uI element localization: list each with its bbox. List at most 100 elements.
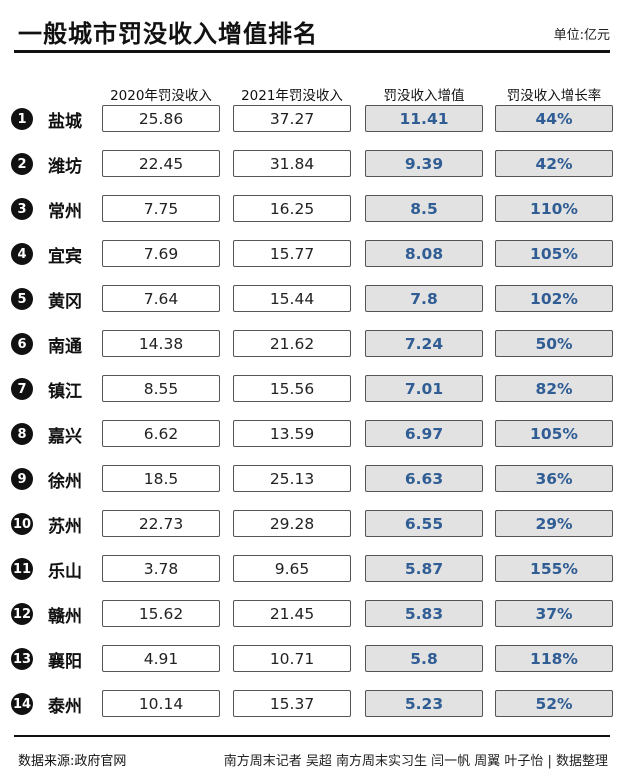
cell-2020: 22.45 <box>102 150 220 177</box>
cell-2021: 29.28 <box>233 510 351 537</box>
table-row: 6 南通 14.38 21.62 7.24 50% <box>0 327 624 361</box>
cell-2020: 22.73 <box>102 510 220 537</box>
cell-growth: 118% <box>495 645 613 672</box>
city-name: 泰州 <box>48 697 82 717</box>
city-name: 嘉兴 <box>48 427 82 447</box>
cell-growth: 29% <box>495 510 613 537</box>
cell-2020: 18.5 <box>102 465 220 492</box>
cell-2021: 25.13 <box>233 465 351 492</box>
cell-increase: 7.8 <box>365 285 483 312</box>
cell-2021: 9.65 <box>233 555 351 582</box>
city-name: 盐城 <box>48 112 82 132</box>
city-name: 宜宾 <box>48 247 82 267</box>
table-row: 5 黄冈 7.64 15.44 7.8 102% <box>0 282 624 316</box>
city-name: 常州 <box>48 202 82 222</box>
cell-2021: 10.71 <box>233 645 351 672</box>
cell-increase: 5.87 <box>365 555 483 582</box>
cell-growth: 105% <box>495 420 613 447</box>
cell-2021: 13.59 <box>233 420 351 447</box>
cell-2020: 6.62 <box>102 420 220 447</box>
cell-increase: 8.08 <box>365 240 483 267</box>
cell-2020: 7.64 <box>102 285 220 312</box>
cell-2021: 15.44 <box>233 285 351 312</box>
table-row: 4 宜宾 7.69 15.77 8.08 105% <box>0 237 624 271</box>
city-name: 赣州 <box>48 607 82 627</box>
cell-2020: 7.75 <box>102 195 220 222</box>
bottom-divider <box>14 735 610 737</box>
cell-growth: 44% <box>495 105 613 132</box>
rank-badge: 6 <box>11 333 33 355</box>
col-header-2021: 2021年罚没收入 <box>241 88 343 104</box>
rank-badge: 8 <box>11 423 33 445</box>
cell-growth: 102% <box>495 285 613 312</box>
cell-growth: 52% <box>495 690 613 717</box>
cell-2021: 31.84 <box>233 150 351 177</box>
col-header-2020: 2020年罚没收入 <box>110 88 212 104</box>
cell-growth: 155% <box>495 555 613 582</box>
table-row: 10 苏州 22.73 29.28 6.55 29% <box>0 507 624 541</box>
city-name: 黄冈 <box>48 292 82 312</box>
cell-increase: 7.01 <box>365 375 483 402</box>
col-header-growth: 罚没收入增长率 <box>506 88 602 104</box>
credits: 南方周末记者 吴超 南方周末实习生 闫一帆 周翼 叶子怡 | 数据整理 <box>223 754 608 769</box>
table-row: 13 襄阳 4.91 10.71 5.8 118% <box>0 642 624 676</box>
cell-2021: 21.45 <box>233 600 351 627</box>
city-name: 乐山 <box>48 562 82 582</box>
city-name: 苏州 <box>48 517 82 537</box>
table-row: 2 潍坊 22.45 31.84 9.39 42% <box>0 147 624 181</box>
cell-2020: 3.78 <box>102 555 220 582</box>
cell-2021: 21.62 <box>233 330 351 357</box>
rank-badge: 2 <box>11 153 33 175</box>
cell-increase: 6.63 <box>365 465 483 492</box>
cell-2021: 15.37 <box>233 690 351 717</box>
cell-2021: 16.25 <box>233 195 351 222</box>
rank-badge: 9 <box>11 468 33 490</box>
rank-badge: 14 <box>11 693 33 715</box>
cell-2020: 4.91 <box>102 645 220 672</box>
cell-increase: 5.83 <box>365 600 483 627</box>
page-title: 一般城市罚没收入增值排名 <box>18 20 318 48</box>
table-row: 1 盐城 25.86 37.27 11.41 44% <box>0 102 624 136</box>
cell-2020: 15.62 <box>102 600 220 627</box>
rank-badge: 11 <box>11 558 33 580</box>
cell-growth: 36% <box>495 465 613 492</box>
table-row: 11 乐山 3.78 9.65 5.87 155% <box>0 552 624 586</box>
cell-2021: 15.77 <box>233 240 351 267</box>
rank-badge: 1 <box>11 108 33 130</box>
table-row: 7 镇江 8.55 15.56 7.01 82% <box>0 372 624 406</box>
cell-increase: 6.97 <box>365 420 483 447</box>
rank-badge: 5 <box>11 288 33 310</box>
rank-badge: 7 <box>11 378 33 400</box>
table-row: 3 常州 7.75 16.25 8.5 110% <box>0 192 624 226</box>
cell-increase: 11.41 <box>365 105 483 132</box>
cell-growth: 42% <box>495 150 613 177</box>
table-row: 12 赣州 15.62 21.45 5.83 37% <box>0 597 624 631</box>
cell-2021: 37.27 <box>233 105 351 132</box>
city-name: 镇江 <box>48 382 82 402</box>
cell-increase: 7.24 <box>365 330 483 357</box>
top-divider <box>14 50 610 53</box>
rank-badge: 4 <box>11 243 33 265</box>
cell-growth: 110% <box>495 195 613 222</box>
cell-2020: 7.69 <box>102 240 220 267</box>
rank-badge: 10 <box>11 513 33 535</box>
cell-2020: 10.14 <box>102 690 220 717</box>
cell-2021: 15.56 <box>233 375 351 402</box>
rank-badge: 3 <box>11 198 33 220</box>
table-row: 9 徐州 18.5 25.13 6.63 36% <box>0 462 624 496</box>
table-row: 14 泰州 10.14 15.37 5.23 52% <box>0 687 624 721</box>
cell-growth: 82% <box>495 375 613 402</box>
rank-badge: 13 <box>11 648 33 670</box>
cell-increase: 5.23 <box>365 690 483 717</box>
rank-badge: 12 <box>11 603 33 625</box>
city-name: 潍坊 <box>48 157 82 177</box>
cell-increase: 8.5 <box>365 195 483 222</box>
cell-growth: 105% <box>495 240 613 267</box>
table-row: 8 嘉兴 6.62 13.59 6.97 105% <box>0 417 624 451</box>
cell-2020: 25.86 <box>102 105 220 132</box>
city-name: 襄阳 <box>48 652 82 672</box>
cell-2020: 14.38 <box>102 330 220 357</box>
city-name: 南通 <box>48 337 82 357</box>
cell-2020: 8.55 <box>102 375 220 402</box>
cell-growth: 37% <box>495 600 613 627</box>
